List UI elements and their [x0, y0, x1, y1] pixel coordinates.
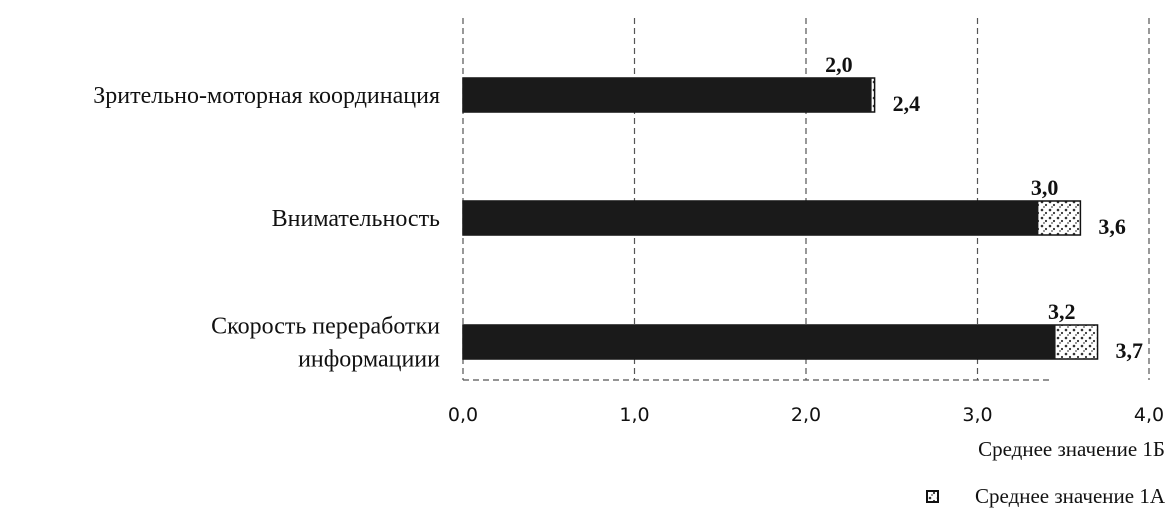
data-label-series-1b: 3,6 — [1098, 214, 1126, 239]
x-tick-label: 3,0 — [962, 404, 992, 426]
bar-series-1b-fill — [463, 201, 1039, 235]
x-tick-label: 2,0 — [791, 404, 821, 426]
category-label: Внимательность — [272, 206, 440, 232]
data-label-series-1b: 2,4 — [893, 91, 921, 116]
x-tick-label: 0,0 — [448, 404, 478, 426]
bar-series-1b-fill — [463, 325, 1056, 359]
x-tick-label: 1,0 — [619, 404, 649, 426]
x-tick-label: 4,0 — [1134, 404, 1164, 426]
legend-swatch-series-1a — [926, 490, 939, 503]
data-label-series-1b: 3,7 — [1116, 338, 1144, 363]
data-label-series-1a: 3,2 — [1048, 299, 1076, 324]
legend-item-series-1a: Среднее значение 1А — [975, 484, 1166, 508]
legend: Среднее значение 1Б Среднее значение 1А — [926, 437, 1166, 508]
data-label-series-1a: 3,0 — [1031, 175, 1059, 200]
category-label: информациии — [298, 347, 440, 373]
category-label: Зрительно-моторная координация — [93, 83, 440, 109]
category-label: Скорость переработки — [211, 314, 440, 340]
legend-item-series-1b: Среднее значение 1Б — [978, 437, 1165, 461]
bar-series-1b-fill — [463, 78, 872, 112]
data-label-series-1a: 2,0 — [825, 52, 853, 77]
